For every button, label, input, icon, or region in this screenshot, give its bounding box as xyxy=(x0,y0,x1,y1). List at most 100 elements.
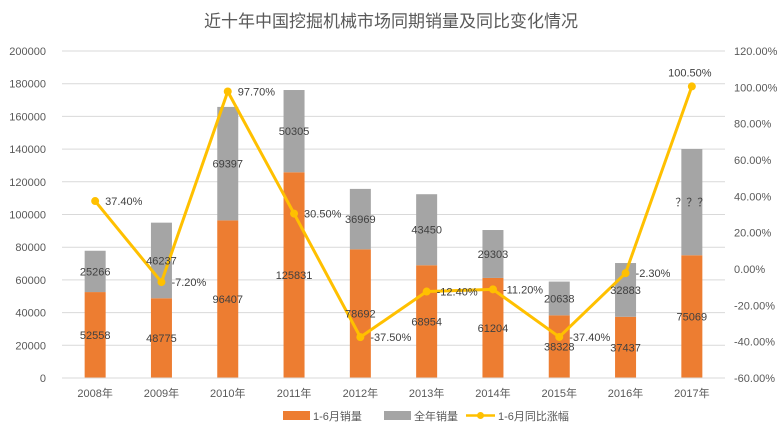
label-full-year-sales: 69397 xyxy=(212,159,243,171)
left-tick-label: 120000 xyxy=(9,177,46,189)
label-growth: -12.40% xyxy=(437,287,478,299)
label-h1-sales: 78692 xyxy=(345,309,376,321)
legend-swatch-h1 xyxy=(283,411,310,420)
label-growth: 30.50% xyxy=(304,209,342,221)
chart-title: 近十年中国挖掘机械市场同期销量及同比变化情况 xyxy=(204,12,578,31)
label-h1-sales: 37437 xyxy=(610,342,641,354)
x-tick-label: 2008年 xyxy=(77,386,112,400)
bar-h1-sales xyxy=(84,292,106,378)
label-growth: 100.50% xyxy=(668,67,712,79)
x-tick-label: 2015年 xyxy=(542,386,577,400)
x-tick-label: 2013年 xyxy=(409,386,444,400)
label-full-year-sales: 43450 xyxy=(411,225,442,237)
label-h1-sales: 52558 xyxy=(80,330,111,342)
left-tick-label: 160000 xyxy=(9,111,46,123)
left-tick-label: 80000 xyxy=(15,242,46,254)
label-h1-sales: 96407 xyxy=(212,294,243,306)
gridlines xyxy=(62,50,725,379)
label-full-year-sales: 32883 xyxy=(610,285,641,297)
x-tick-label: 2009年 xyxy=(144,386,179,400)
growth-line xyxy=(91,82,696,342)
label-growth: 97.70% xyxy=(238,87,276,99)
label-full-year-sales: ？？？ xyxy=(675,197,708,209)
bar-full-year-sales xyxy=(681,148,703,256)
x-tick-label: 2010年 xyxy=(210,386,245,400)
bar-full-year-sales xyxy=(548,281,570,316)
bar-full-year-sales xyxy=(349,188,371,250)
legend-marker-line xyxy=(477,412,484,419)
legend-label-full: 全年销量 xyxy=(414,409,458,423)
right-tick-label: -20.00% xyxy=(734,300,775,312)
right-tick-label: 0.00% xyxy=(734,264,765,276)
right-tick-label: -60.00% xyxy=(734,373,775,385)
bar-h1-sales xyxy=(681,255,703,378)
right-tick-label: 40.00% xyxy=(734,191,772,203)
growth-point xyxy=(621,269,630,278)
bar-h1-sales xyxy=(150,298,172,378)
data-labels: 52558 25266 48775 46237 96407 69397 125831 5030… xyxy=(80,67,712,354)
bar-full-year-sales xyxy=(283,90,305,173)
bar-full-year-sales xyxy=(416,194,438,266)
label-growth: -7.20% xyxy=(171,277,206,289)
bar-h1-sales xyxy=(615,316,637,378)
left-tick-label: 140000 xyxy=(9,144,46,156)
label-h1-sales: 75069 xyxy=(677,312,708,324)
growth-point xyxy=(422,287,431,296)
right-tick-label: 20.00% xyxy=(734,228,772,240)
legend-label-line: 1-6月同比涨幅 xyxy=(498,410,569,423)
label-full-year-sales: 50305 xyxy=(279,126,310,138)
label-h1-sales: 38328 xyxy=(544,342,575,354)
right-tick-label: -40.00% xyxy=(734,337,775,349)
left-tick-label: 0 xyxy=(40,373,46,385)
growth-point xyxy=(290,209,299,218)
label-full-year-sales: 29303 xyxy=(478,249,509,261)
left-tick-label: 40000 xyxy=(15,308,46,320)
legend-swatch-full xyxy=(384,411,411,420)
legend-label-h1: 1-6月销量 xyxy=(313,409,362,423)
growth-point xyxy=(687,82,696,91)
left-axis: 0 20000 40000 60000 80000 100000 120000 140000 1… xyxy=(9,46,46,385)
label-full-year-sales: 25266 xyxy=(80,266,111,278)
growth-point xyxy=(157,278,166,287)
growth-point xyxy=(555,332,564,341)
growth-line-path xyxy=(93,85,694,339)
label-growth: -11.20% xyxy=(503,284,543,296)
x-tick-label: 2014年 xyxy=(475,386,510,400)
right-tick-label: 100.00% xyxy=(734,82,778,94)
x-axis: 2008年 2009年 2010年 2011年 2012年 2013年 2014年 2015年… xyxy=(62,377,725,400)
left-tick-label: 180000 xyxy=(9,79,46,91)
bar-full-year-sales xyxy=(482,230,504,278)
left-tick-label: 60000 xyxy=(15,275,46,287)
legend: 1-6月销量 全年销量 1-6月同比涨幅 xyxy=(283,409,569,423)
label-h1-sales: 61204 xyxy=(478,323,509,335)
label-full-year-sales: 46237 xyxy=(146,255,177,267)
bar-h1-sales xyxy=(217,220,239,378)
right-axis: -60.00% -40.00% -20.00% 0.00% 20.00% 40.00% 60… xyxy=(734,46,778,385)
x-tick-label: 2016年 xyxy=(608,386,643,400)
left-tick-label: 20000 xyxy=(15,340,46,352)
label-growth: -37.40% xyxy=(569,332,610,344)
left-tick-label: 100000 xyxy=(9,210,46,222)
x-tick-label: 2012年 xyxy=(343,386,378,400)
label-full-year-sales: 36969 xyxy=(345,214,376,226)
growth-point xyxy=(91,197,100,206)
x-tick-label: 2011年 xyxy=(277,386,312,400)
bar-full-year-sales xyxy=(84,250,106,293)
growth-point xyxy=(223,87,232,96)
label-growth: -37.50% xyxy=(370,332,411,344)
right-tick-label: 80.00% xyxy=(734,119,772,131)
label-h1-sales: 48775 xyxy=(146,333,177,345)
right-tick-label: 120.00% xyxy=(734,46,778,58)
x-tick-label: 2017年 xyxy=(674,386,709,400)
left-tick-label: 200000 xyxy=(9,46,46,58)
bar-h1-sales xyxy=(482,277,504,378)
bar-h1-sales xyxy=(349,249,371,378)
bar-full-year-sales xyxy=(217,106,239,221)
growth-point xyxy=(488,285,497,294)
growth-point xyxy=(356,333,365,342)
label-growth: 37.40% xyxy=(105,196,143,208)
label-growth: -2.30% xyxy=(636,268,671,280)
bar-full-year-sales xyxy=(150,222,172,299)
right-tick-label: 60.00% xyxy=(734,155,772,167)
